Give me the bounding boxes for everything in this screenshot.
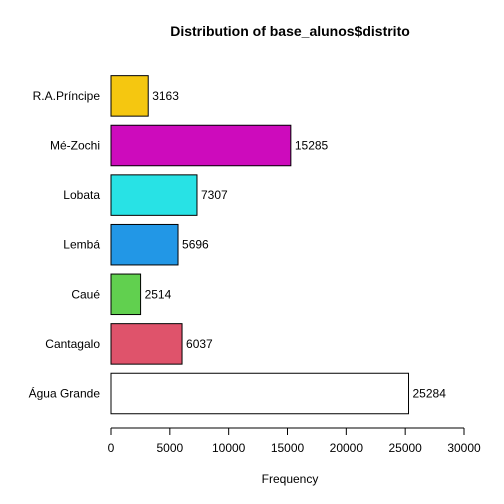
value-label-0: 25284 (413, 387, 447, 401)
category-label-6: R.A.Príncipe (33, 89, 101, 103)
value-label-2: 2514 (145, 287, 172, 301)
x-tick-label-4: 20000 (330, 441, 364, 455)
category-label-2: Caué (71, 287, 100, 301)
bar-6 (110, 75, 149, 117)
x-tick-label-5: 25000 (388, 441, 422, 455)
x-tick-label-0: 0 (108, 441, 115, 455)
bar-1 (110, 323, 183, 365)
chart-title: Distribution of base_alunos$distrito (170, 23, 410, 39)
bar-2 (110, 273, 142, 316)
bars-group (110, 75, 410, 415)
value-label-6: 3163 (152, 89, 179, 103)
bar-5 (110, 124, 292, 167)
value-label-3: 5696 (182, 238, 209, 252)
value-label-5: 15285 (295, 139, 329, 153)
x-tick-label-1: 5000 (156, 441, 183, 455)
value-label-4: 7307 (201, 188, 228, 202)
category-label-3: Lembá (63, 238, 100, 252)
bar-4 (110, 174, 198, 216)
x-axis: 0 5000 10000 15000 20000 25000 30000 (108, 427, 481, 455)
category-label-0: Água Grande (29, 386, 101, 401)
category-label-1: Cantagalo (45, 337, 100, 351)
value-labels: 25284 6037 2514 5696 7307 15285 3163 (145, 89, 447, 401)
category-label-5: Mé-Zochi (50, 139, 100, 153)
value-label-1: 6037 (186, 337, 213, 351)
x-tick-label-3: 15000 (271, 441, 305, 455)
bar-3 (110, 223, 179, 266)
x-tick-label-6: 30000 (447, 441, 481, 455)
category-labels: Água Grande Cantagalo Caué Lembá Lobata Mé-Zo… (29, 89, 101, 401)
bar-0 (110, 372, 410, 415)
x-tick-label-2: 10000 (212, 441, 246, 455)
category-label-4: Lobata (63, 188, 100, 202)
x-axis-label: Frequency (262, 472, 319, 486)
